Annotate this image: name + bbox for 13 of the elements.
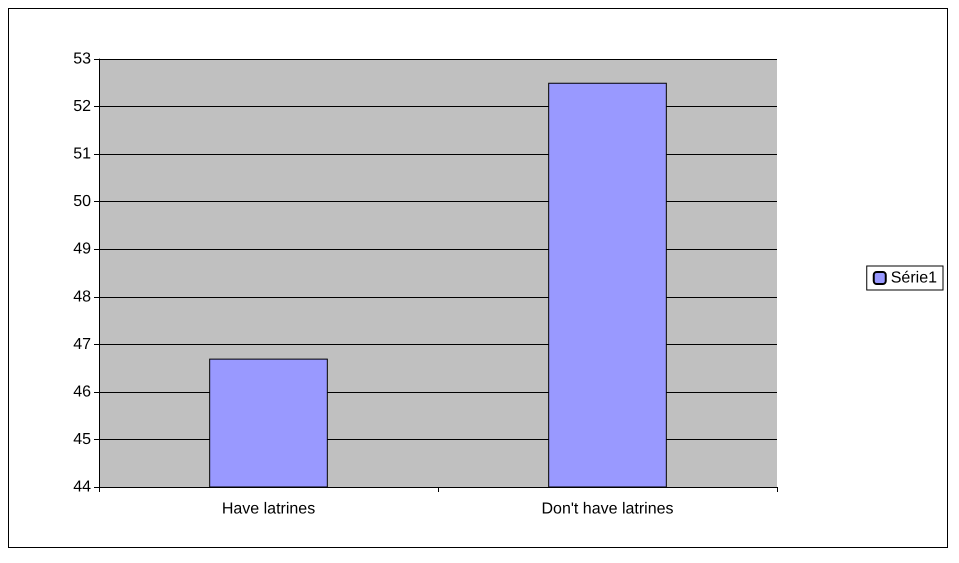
y-tick-label: 51 [73,146,92,163]
x-tick-label: Have latrines [222,500,316,518]
x-tick-label: Don't have latrines [541,500,674,518]
legend-label: Série1 [890,270,938,286]
y-tick-label: 52 [73,98,92,116]
y-tick-label: 53 [73,50,92,68]
y-tick-label: 50 [73,193,92,210]
y-tick-label: 45 [73,430,92,448]
y-tick-label: 46 [73,383,92,400]
y-tick-label: 48 [73,288,92,306]
y-tick-label: 47 [73,336,92,353]
y-tick-label: 44 [73,478,92,496]
y-tick-label: 49 [73,240,92,258]
